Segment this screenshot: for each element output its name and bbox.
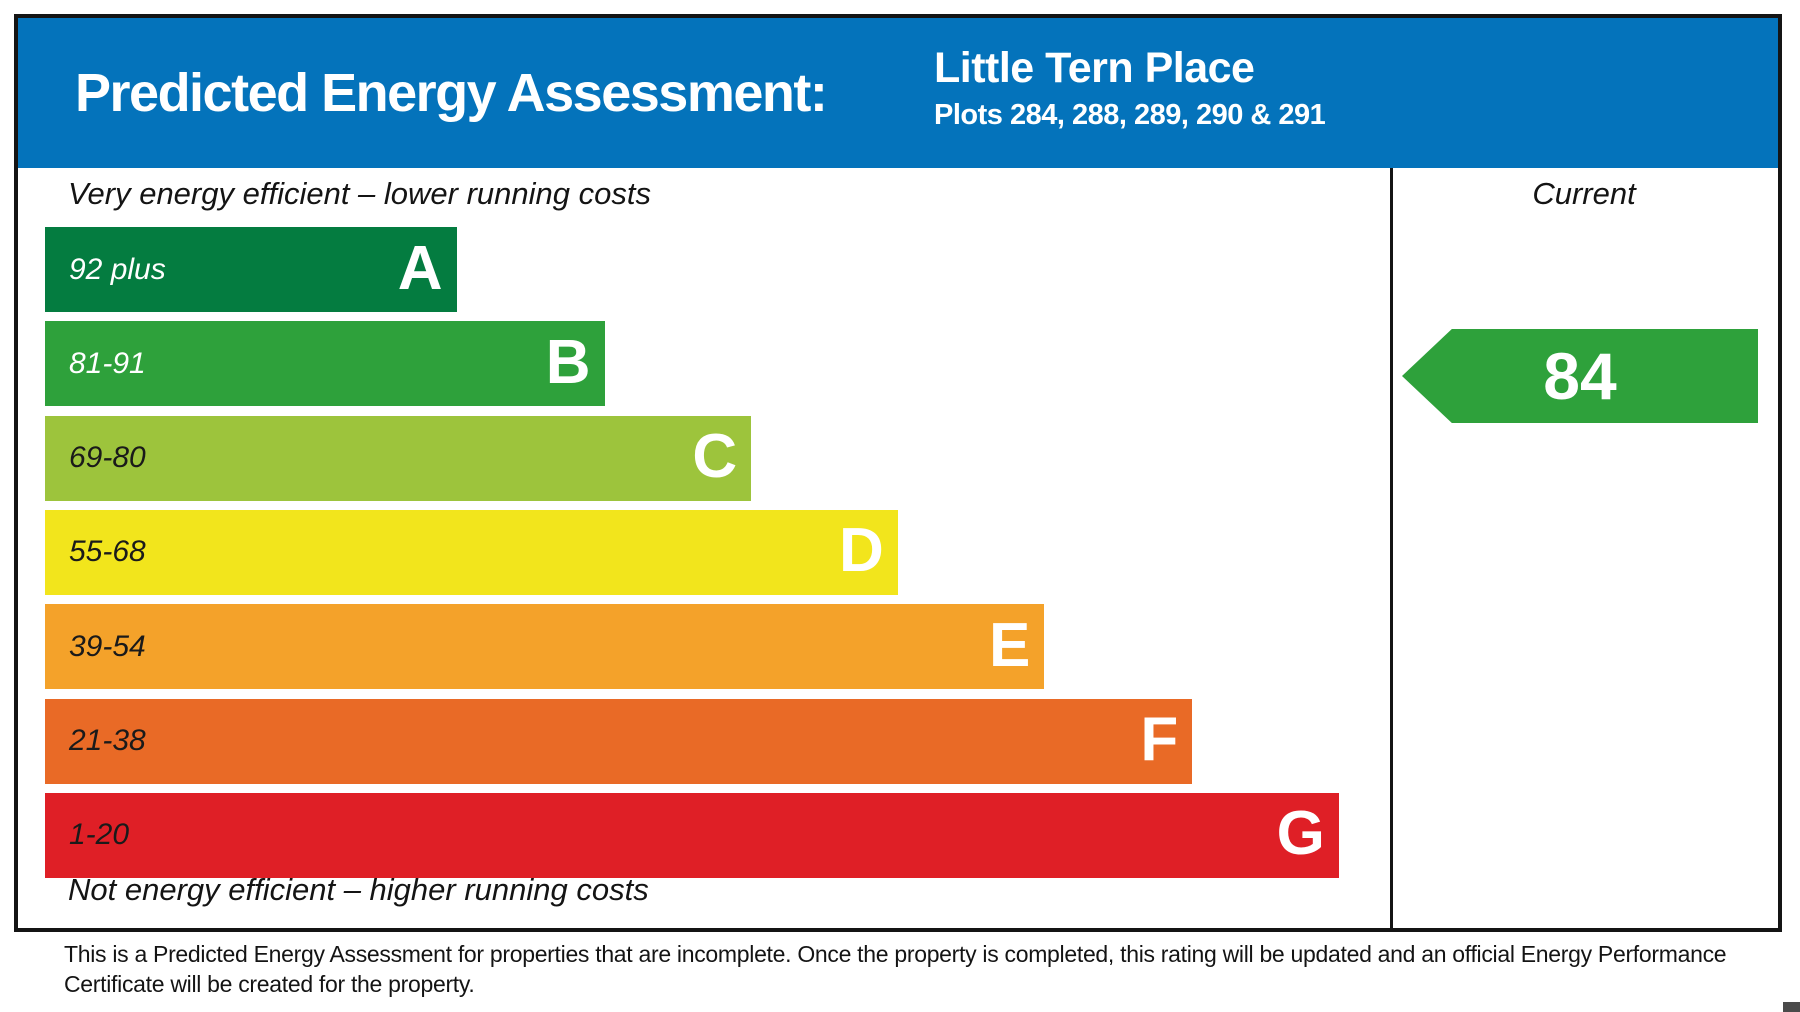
band-letter: C: [692, 421, 738, 491]
page-title: Predicted Energy Assessment:: [75, 63, 828, 123]
epc-band-row-A: 92 plus A: [45, 227, 457, 312]
property-plots: Plots 284, 288, 289, 290 & 291: [934, 99, 1326, 131]
footer-disclaimer: This is a Predicted Energy Assessment fo…: [64, 940, 1784, 1000]
band-letter: D: [838, 516, 884, 586]
band-range-label: 69-80: [69, 441, 146, 475]
footer-disclaimer-line1: This is a Predicted Energy Assessment fo…: [64, 941, 1727, 967]
property-name: Little Tern Place: [934, 44, 1255, 92]
band-letter: G: [1276, 799, 1325, 869]
caption-not-efficient: Not energy efficient – higher running co…: [68, 872, 649, 907]
epc-band-row-C: 69-80 C: [45, 415, 752, 501]
band-range-label: 81-91: [69, 346, 146, 380]
band-range-label: 55-68: [69, 535, 146, 569]
band-letter: B: [545, 327, 591, 397]
certificate-box: Predicted Energy Assessment: Little Tern…: [14, 14, 1782, 932]
epc-band-row-F: 21-38 F: [45, 698, 1193, 784]
epc-bands: 92 plus A 81-91 B 69-80 C 55-68 D 39-54 E 21-38 F 1-…: [45, 168, 1390, 928]
epc-band-row-G: 1-20 G: [45, 792, 1339, 878]
band-range-label: 39-54: [69, 629, 146, 663]
caption-very-efficient: Very energy efficient – lower running co…: [68, 176, 651, 211]
column-divider: [1390, 168, 1393, 928]
certificate-header: Predicted Energy Assessment: Little Tern…: [18, 18, 1778, 168]
corner-artifact: [1783, 1002, 1800, 1012]
footer-disclaimer-line2: Certificate will be created for the prop…: [64, 970, 475, 997]
band-range-label: 92 plus: [69, 252, 166, 286]
epc-band-row-B: 81-91 B: [45, 321, 605, 407]
current-column-header: Current: [1532, 176, 1636, 211]
epc-band-row-E: 39-54 E: [45, 604, 1045, 690]
band-letter: F: [1140, 704, 1179, 774]
band-letter: E: [988, 610, 1031, 680]
band-letter: A: [397, 233, 443, 303]
band-range-label: 21-38: [69, 724, 146, 758]
band-range-label: 1-20: [69, 818, 130, 852]
epc-band-row-D: 55-68 D: [45, 509, 898, 595]
current-rating-value: 84: [1543, 339, 1617, 413]
epc-chart: Very energy efficient – lower running co…: [18, 168, 1778, 928]
current-rating-arrow: 84: [1402, 329, 1758, 423]
property-block: Little Tern Place Plots 284, 288, 289, 2…: [934, 44, 1326, 132]
